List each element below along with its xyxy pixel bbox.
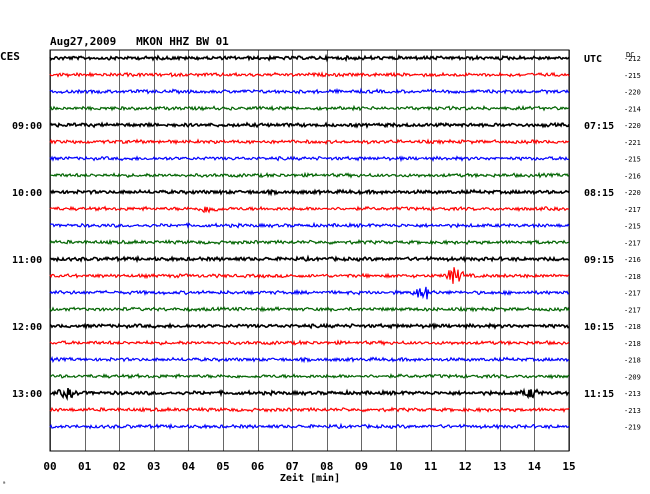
dc-value: -218 — [624, 357, 641, 365]
trace-2 — [49, 87, 570, 95]
left-hour-label: 10:00 — [12, 188, 42, 199]
dc-value: -209 — [624, 373, 641, 381]
grid-lines — [49, 49, 570, 452]
trace-group — [49, 53, 570, 430]
dc-value: -216 — [624, 172, 641, 180]
trace-21 — [49, 406, 570, 413]
dc-value: -217 — [624, 306, 641, 314]
dc-value: -221 — [624, 139, 641, 147]
dc-value: -215 — [624, 72, 641, 80]
x-tick-label: 00 — [43, 460, 56, 473]
dc-value: -216 — [624, 256, 641, 264]
dc-value: -220 — [624, 189, 641, 197]
trace-0 — [49, 53, 570, 63]
dc-value: -218 — [624, 323, 641, 331]
left-timezone-label: CES — [0, 50, 20, 63]
dc-value: -213 — [624, 390, 641, 398]
x-tick-label: 12 — [459, 460, 472, 473]
dc-value: -214 — [624, 105, 641, 113]
plot-frame — [49, 49, 570, 452]
x-tick-label: 01 — [78, 460, 92, 473]
dc-value: -219 — [624, 424, 641, 432]
trace-8 — [49, 188, 570, 197]
trace-12 — [49, 254, 570, 264]
dc-value: -217 — [624, 206, 641, 214]
x-tick-label: 11 — [424, 460, 438, 473]
dc-value: -218 — [624, 273, 641, 281]
x-tick-label: 10 — [389, 460, 402, 473]
trace-9 — [49, 205, 570, 214]
dc-value: -220 — [624, 122, 641, 130]
x-tick-label: 03 — [147, 460, 160, 473]
dc-value: -217 — [624, 239, 641, 247]
x-tick-label: 02 — [113, 460, 126, 473]
dc-value: -217 — [624, 290, 641, 298]
dc-value: -213 — [624, 407, 641, 415]
trace-6 — [49, 155, 570, 163]
trace-13 — [49, 267, 570, 284]
footer-mark: ᵃ — [2, 480, 6, 488]
x-tick-label: 09 — [355, 460, 368, 473]
trace-4 — [49, 121, 570, 130]
x-tick-label: 04 — [182, 460, 196, 473]
trace-18 — [50, 356, 570, 364]
trace-11 — [49, 238, 570, 246]
right-hour-label: 11:15 — [584, 389, 614, 400]
trace-3 — [49, 104, 570, 112]
left-hour-label: 12:00 — [12, 322, 42, 333]
trace-15 — [49, 305, 570, 313]
x-tick-label: 05 — [216, 460, 229, 473]
x-tick-label: 13 — [493, 460, 506, 473]
label-group: -212 -215 -220 -214 -220 -221 -215 -216 -220 -217… — [12, 54, 641, 473]
left-hour-label: 13:00 — [12, 389, 42, 400]
trace-7 — [50, 171, 570, 179]
right-hour-label: 07:15 — [584, 121, 614, 132]
left-hour-label: 11:00 — [12, 255, 42, 266]
trace-17 — [49, 339, 570, 347]
x-tick-label: 07 — [286, 460, 299, 473]
dc-value: -220 — [624, 89, 641, 97]
right-hour-label: 10:15 — [584, 322, 614, 333]
x-tick-label: 15 — [562, 460, 575, 473]
trace-19 — [49, 372, 570, 380]
dc-label: DC — [626, 51, 634, 59]
trace-1 — [49, 71, 570, 78]
trace-22 — [49, 422, 570, 430]
trace-14 — [49, 286, 570, 300]
right-hour-label: 08:15 — [584, 188, 614, 199]
trace-16 — [49, 322, 570, 331]
dc-value: -218 — [624, 340, 641, 348]
dc-value: -215 — [624, 156, 641, 164]
x-tick-label: 14 — [528, 460, 542, 473]
dc-value: -212 — [624, 55, 641, 63]
x-axis-label: Zeit [min] — [280, 472, 340, 484]
dc-value: -215 — [624, 223, 641, 231]
x-tick-label: 08 — [320, 460, 333, 473]
trace-10 — [49, 221, 570, 229]
trace-5 — [49, 138, 570, 146]
x-tick-label: 06 — [251, 460, 265, 473]
right-hour-label: 09:15 — [584, 255, 614, 266]
trace-20 — [49, 387, 570, 402]
right-hour-label: UTC — [584, 54, 602, 65]
left-hour-label: 09:00 — [12, 121, 42, 132]
chart-title: Aug27,2009 MKON HHZ BW 01 — [50, 35, 229, 48]
